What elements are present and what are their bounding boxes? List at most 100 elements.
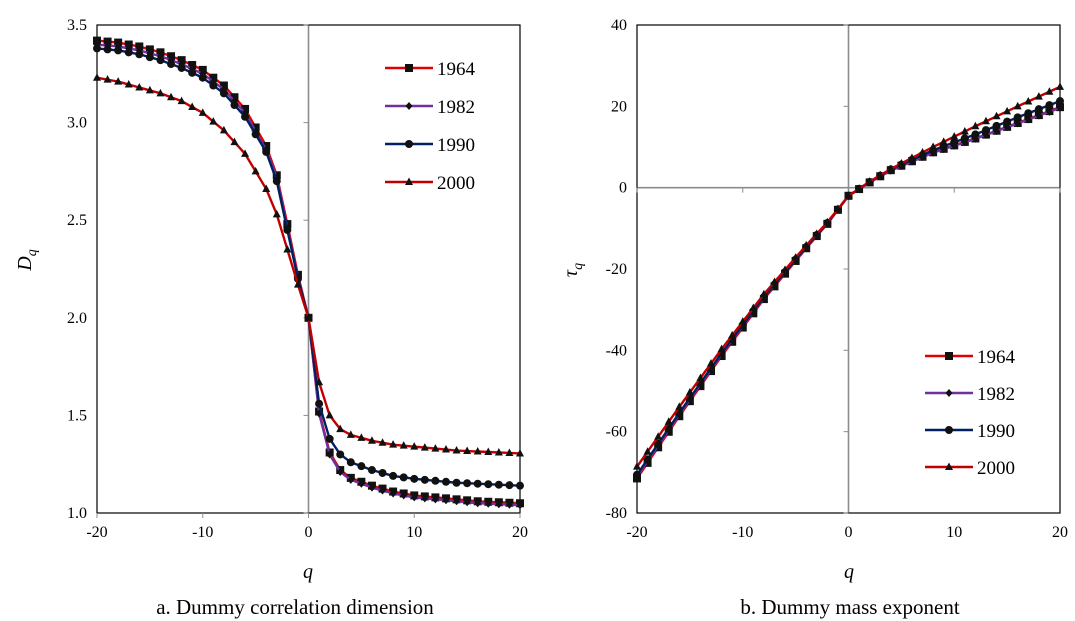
x-tick-label: -20 (86, 524, 107, 541)
data-point-1982 (326, 450, 334, 459)
y-tick-label: -80 (606, 505, 627, 522)
series-2000 (633, 82, 1064, 470)
panel-b-caption: b. Dummy mass exponent (740, 595, 959, 619)
data-point-2000 (876, 170, 885, 179)
data-point-2000 (1013, 101, 1022, 110)
data-point-2000 (230, 137, 239, 146)
panel-a-x-axis-label: q (303, 561, 313, 583)
data-point-1990 (981, 126, 990, 135)
data-point-1990 (135, 50, 144, 59)
panel-b-chart: -20 -10 0 10 20 -80 -60 -40 -20 0 20 40 1964 1982 199… (560, 17, 1068, 619)
data-point-1990 (992, 121, 1001, 130)
data-point-1982 (410, 493, 418, 502)
data-point-1990 (1045, 101, 1054, 110)
data-point-2000 (367, 436, 376, 444)
data-point-1990 (315, 399, 324, 408)
data-point-2000 (643, 447, 652, 455)
data-point-1990 (960, 134, 969, 143)
data-point-1990 (389, 471, 398, 480)
legend-label: 1982 (437, 97, 475, 118)
data-point-1982 (442, 496, 450, 505)
legend-label: 1990 (977, 421, 1015, 442)
data-point-2000 (981, 116, 990, 125)
x-tick-label: 0 (845, 524, 853, 541)
x-tick-label: 10 (946, 524, 962, 541)
legend-marker (405, 177, 413, 185)
panel-b-y-axis-label-main: τ (560, 269, 582, 277)
data-point-2000 (325, 410, 334, 419)
data-point-2000 (177, 96, 186, 105)
data-point-1990 (452, 478, 461, 487)
data-point-2000 (1045, 87, 1054, 95)
data-point-2000 (209, 117, 218, 125)
data-point-1990 (103, 45, 112, 54)
data-point-2000 (463, 446, 472, 455)
series-1990 (93, 44, 524, 490)
data-point-1982 (357, 479, 365, 488)
data-point-2000 (484, 447, 493, 455)
legend-marker (405, 102, 413, 110)
data-point-1990 (93, 44, 101, 53)
legend-label: 1990 (437, 135, 475, 156)
y-tick-label: -40 (606, 342, 627, 359)
data-point-1990 (463, 479, 472, 488)
data-point-2000 (516, 448, 524, 457)
data-point-2000 (293, 280, 302, 288)
data-point-2000 (633, 462, 641, 470)
data-point-2000 (844, 191, 853, 199)
data-point-2000 (167, 92, 176, 101)
data-point-1982 (1035, 111, 1043, 120)
data-point-2000 (103, 75, 112, 83)
data-point-1982 (431, 495, 439, 504)
data-point-1990 (378, 468, 387, 477)
data-point-1990 (473, 479, 482, 488)
data-point-2000 (707, 359, 716, 367)
series-2000 (93, 73, 524, 457)
y-tick-label: 1.5 (67, 407, 87, 424)
data-point-2000 (664, 417, 673, 425)
legend-marker (945, 426, 953, 434)
data-point-2000 (315, 377, 324, 386)
data-point-2000 (241, 149, 250, 157)
data-point-1982 (484, 499, 492, 508)
y-tick-label: 2.0 (67, 310, 87, 327)
data-point-1990 (971, 130, 980, 139)
data-point-1990 (283, 225, 292, 234)
data-point-1990 (230, 101, 239, 110)
data-point-1990 (251, 130, 260, 139)
data-point-1990 (1013, 113, 1022, 122)
data-point-2000 (833, 204, 842, 213)
data-point-2000 (770, 277, 779, 286)
data-point-1990 (219, 89, 228, 98)
data-point-2000 (823, 217, 832, 226)
data-point-1982 (505, 500, 513, 509)
data-point-2000 (452, 446, 461, 454)
data-point-1990 (399, 473, 408, 482)
panel-a-chart: -20 -10 0 10 201.01.52.02.53.03.5 1964198219… (14, 17, 528, 619)
data-point-2000 (685, 387, 694, 396)
x-tick-label: 0 (305, 524, 313, 541)
data-point-1982 (400, 491, 408, 500)
panel-a-y-axis-label-main: D (14, 256, 36, 272)
x-tick-label: 10 (406, 524, 422, 541)
y-tick-label: 40 (611, 17, 627, 34)
data-point-1982 (421, 494, 429, 503)
data-point-1990 (1034, 105, 1043, 114)
data-point-1990 (516, 481, 524, 490)
data-point-2000 (114, 77, 123, 85)
data-point-2000 (781, 265, 790, 273)
data-point-2000 (262, 184, 271, 192)
data-point-1982 (1014, 119, 1022, 128)
data-point-1990 (124, 48, 133, 57)
legend-label: 1964 (437, 59, 476, 80)
data-point-1982 (516, 501, 524, 510)
legend-marker (945, 462, 953, 470)
data-point-1990 (156, 56, 165, 65)
data-point-1982 (495, 500, 503, 509)
data-point-1982 (389, 489, 397, 498)
data-point-2000 (865, 177, 874, 185)
legend-item-1982: 1982 (385, 97, 475, 118)
data-point-1990 (1056, 97, 1064, 106)
legend-label: 1982 (977, 384, 1015, 405)
